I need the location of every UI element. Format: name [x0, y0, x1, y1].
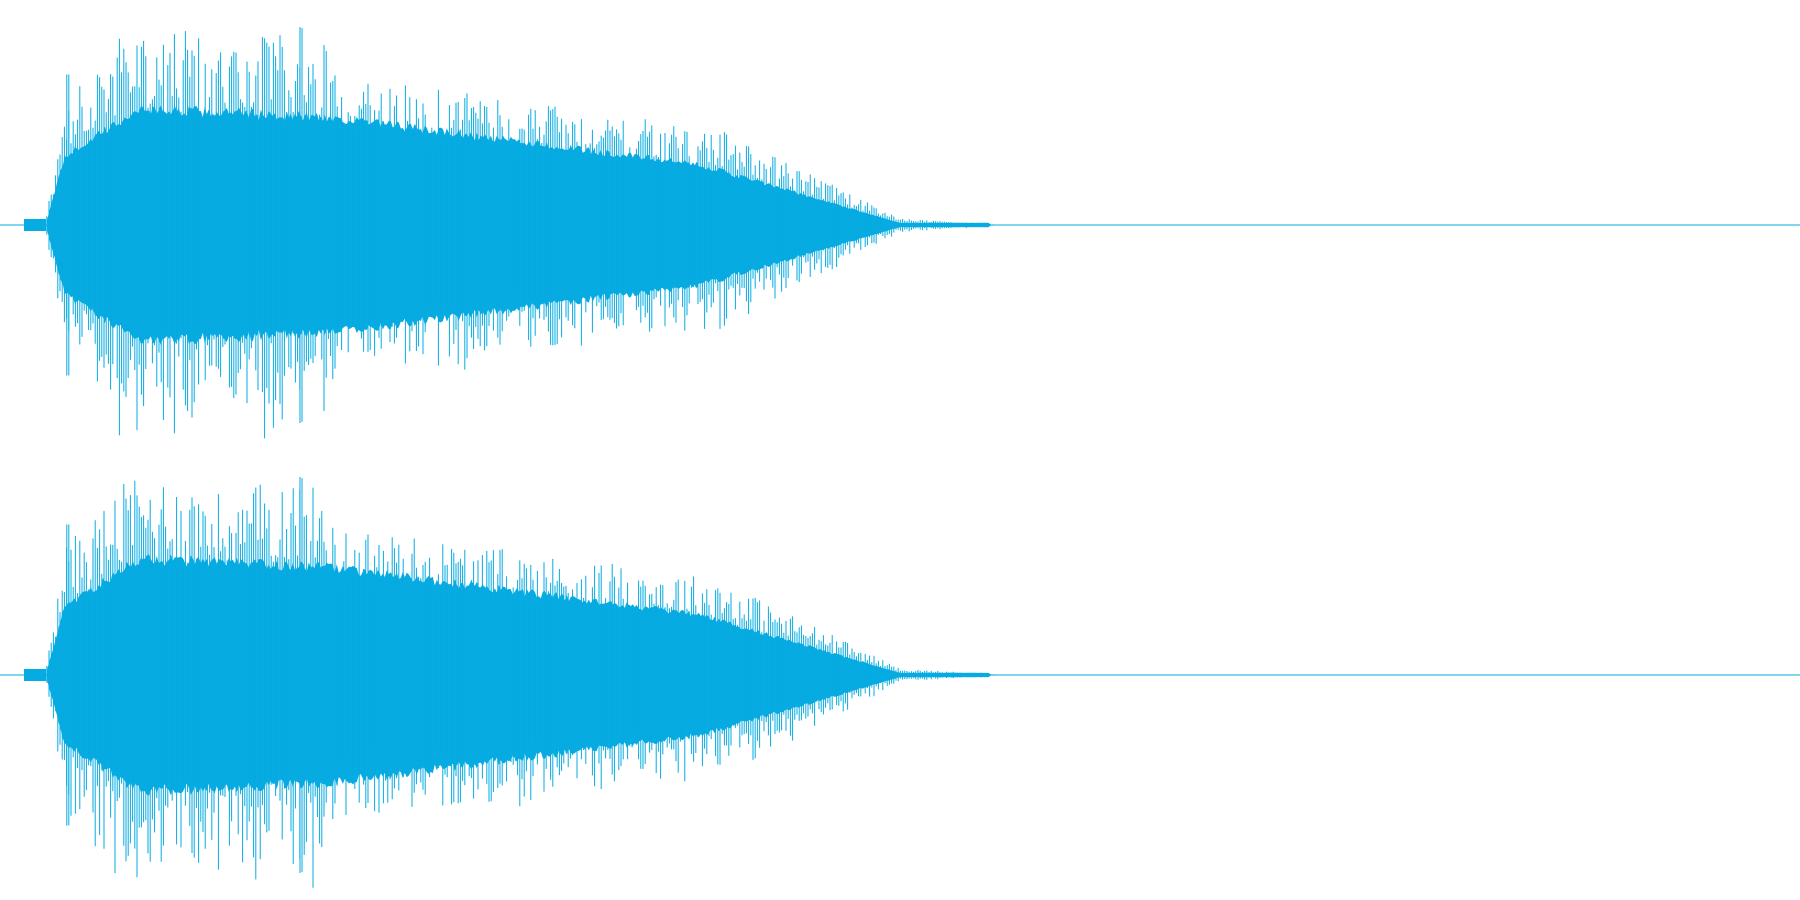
pre-onset-blip: [24, 669, 46, 681]
channel-2-waveform[interactable]: [0, 477, 1800, 888]
pre-onset-blip: [24, 219, 46, 231]
channel-1-waveform[interactable]: [0, 27, 1800, 439]
